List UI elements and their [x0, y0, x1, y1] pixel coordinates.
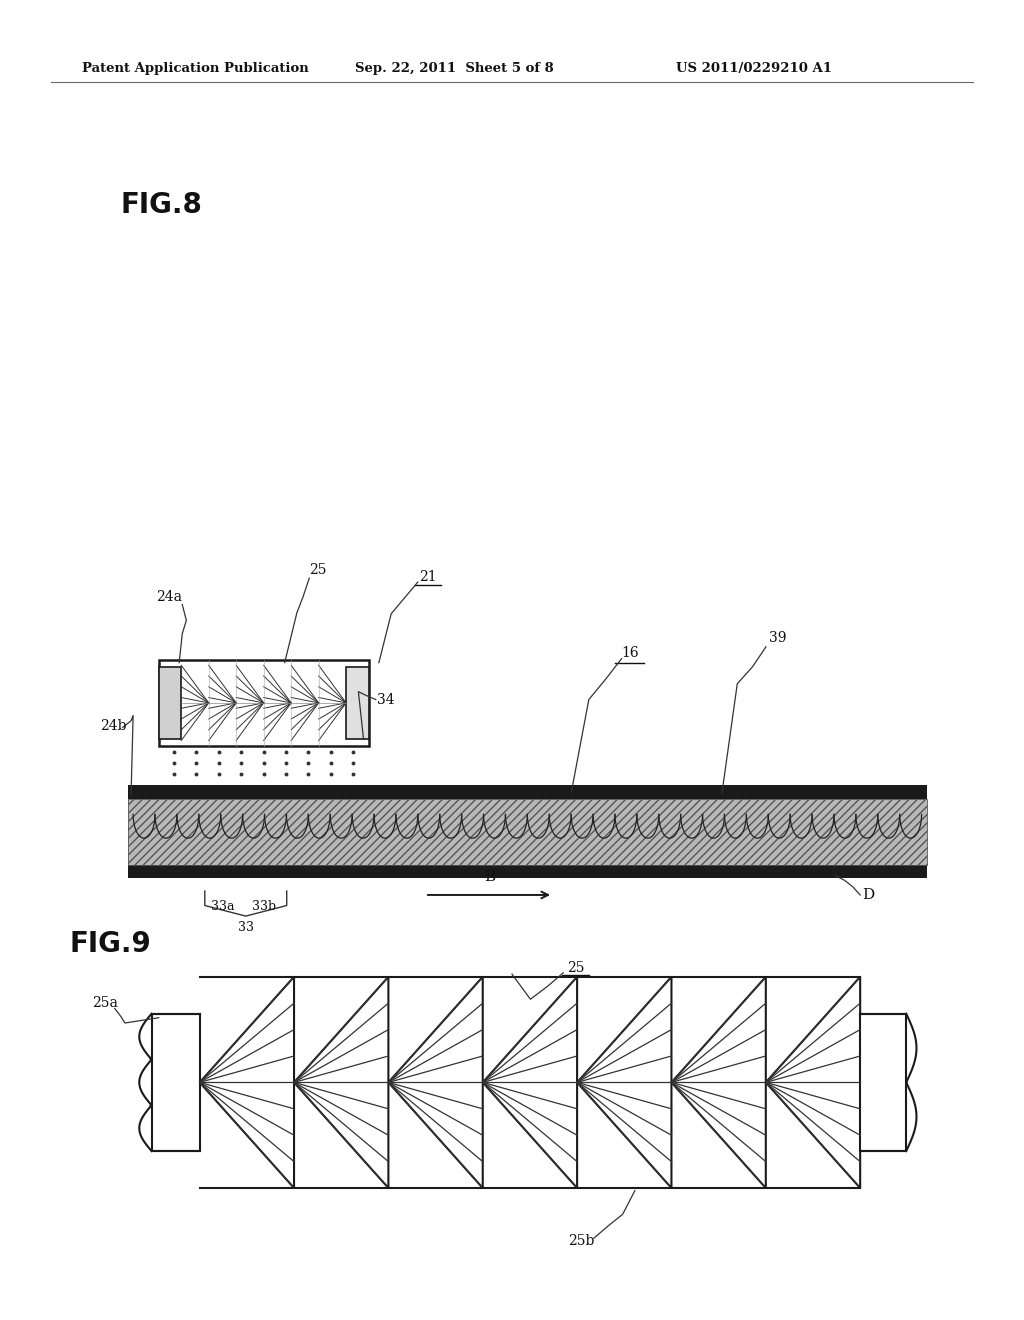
Bar	[159, 660, 369, 746]
Text: 21: 21	[419, 570, 437, 583]
Text: D: D	[862, 888, 874, 902]
Text: 25a: 25a	[92, 997, 118, 1010]
Text: 24a: 24a	[156, 590, 182, 603]
Bar	[128, 865, 927, 878]
Bar	[159, 667, 181, 739]
Text: Sep. 22, 2011  Sheet 5 of 8: Sep. 22, 2011 Sheet 5 of 8	[355, 62, 554, 75]
Bar	[128, 799, 927, 865]
Text: 33: 33	[238, 921, 254, 935]
Bar	[128, 785, 134, 878]
Bar	[128, 799, 927, 865]
Bar	[346, 667, 369, 739]
Text: 25: 25	[566, 961, 585, 974]
Text: B: B	[484, 870, 495, 884]
Text: US 2011/0229210 A1: US 2011/0229210 A1	[676, 62, 831, 75]
Bar	[128, 785, 927, 799]
Text: 16: 16	[621, 647, 639, 660]
Bar	[152, 1014, 200, 1151]
Text: Patent Application Publication: Patent Application Publication	[82, 62, 308, 75]
Text: FIG.9: FIG.9	[70, 929, 152, 958]
Text: FIG.8: FIG.8	[121, 190, 203, 219]
Text: 25b: 25b	[568, 1234, 595, 1247]
Text: 39: 39	[769, 631, 787, 644]
Bar	[860, 1014, 906, 1151]
Text: 24b: 24b	[100, 719, 127, 733]
Text: 25: 25	[308, 564, 327, 577]
Text: 34: 34	[377, 693, 394, 706]
Text: 33a: 33a	[212, 900, 234, 913]
Text: 33b: 33b	[252, 900, 276, 913]
